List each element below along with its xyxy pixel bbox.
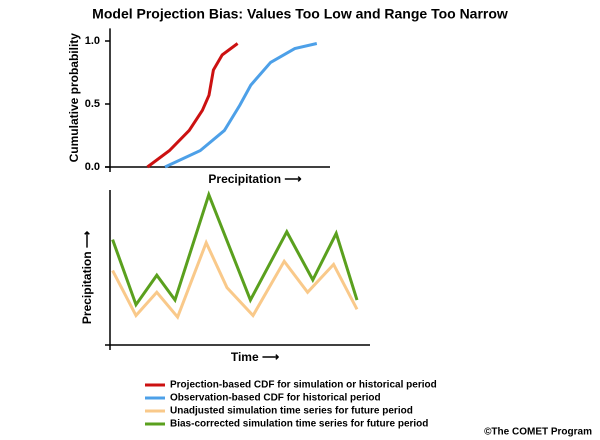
series-line	[111, 238, 359, 321]
series-line	[164, 42, 318, 169]
series-line	[146, 42, 239, 169]
y-tick-label: 1.0	[85, 35, 100, 47]
legend-label: Unadjusted simulation time series for fu…	[170, 406, 413, 417]
y-tick-label: 0.5	[85, 98, 100, 110]
legend-label: Bias-corrected simulation time series fo…	[170, 419, 428, 430]
title: Model Projection Bias: Values Too Low an…	[92, 6, 508, 22]
legend-label: Projection-based CDF for simulation or h…	[170, 380, 437, 391]
series-line	[111, 190, 359, 308]
y-tick-label: 0.0	[85, 161, 100, 173]
y-axis-label: Precipitation ⟶	[80, 231, 94, 324]
legend-label: Observation-based CDF for historical per…	[170, 393, 381, 404]
y-axis-label: Cumulative probability	[67, 33, 81, 163]
x-axis-label: Time ⟶	[231, 350, 279, 364]
x-axis-label: Precipitation ⟶	[208, 172, 301, 186]
credit: ©The COMET Program	[484, 427, 592, 438]
